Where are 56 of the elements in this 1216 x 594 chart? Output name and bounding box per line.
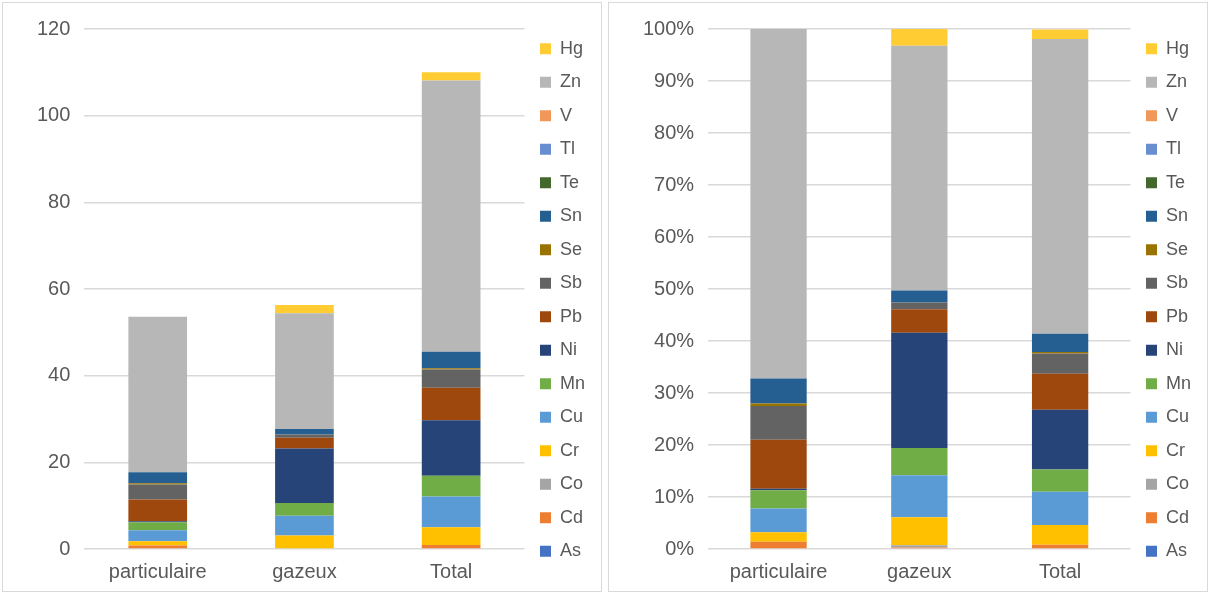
y-tick-label: 60%: [654, 224, 695, 247]
y-tick-label: 20%: [654, 432, 695, 455]
legend-label: Zn: [1166, 71, 1188, 92]
x-tick-label: Total: [1038, 559, 1082, 582]
legend-label: Cd: [1166, 506, 1190, 527]
legend-label: Cu: [560, 406, 584, 427]
y-tick-label: 40%: [654, 328, 695, 351]
legend-label: Zn: [560, 71, 582, 92]
x-tick-label: particulaire: [108, 559, 207, 582]
y-tick-label: 50%: [654, 276, 695, 299]
y-tick-label: 30%: [654, 380, 695, 403]
legend-label: Co: [560, 473, 584, 494]
y-tick-label: 0%: [665, 536, 695, 559]
legend-label: Hg: [560, 37, 584, 58]
legend-label: Sb: [1166, 272, 1189, 293]
legend-label: Ni: [1166, 339, 1183, 360]
legend-label: Cr: [1166, 439, 1185, 460]
y-tick-label: 40: [48, 363, 71, 386]
legend-label: V: [1166, 104, 1179, 125]
legend-label: Mn: [1166, 372, 1192, 393]
legend-label: Se: [1166, 238, 1189, 259]
legend-label: Pb: [560, 305, 583, 326]
legend-label: Co: [1166, 473, 1190, 494]
y-tick-label: 0: [59, 536, 71, 559]
legend-label: Mn: [560, 372, 586, 393]
legend-label: Sb: [560, 272, 583, 293]
legend-label: Pb: [1166, 305, 1189, 326]
y-tick-label: 10%: [654, 484, 695, 507]
x-tick-label: gazeux: [272, 559, 337, 582]
legend-label: Hg: [1166, 37, 1190, 58]
legend-label: Cu: [1166, 406, 1190, 427]
legend-label: Sn: [1166, 205, 1189, 226]
legend-label: Tl: [1166, 138, 1181, 159]
legend-label: As: [1166, 540, 1188, 561]
legend-label: Cd: [560, 506, 584, 527]
y-tick-label: 100%: [643, 16, 695, 39]
legend-label: Se: [560, 238, 583, 259]
legend-label: Te: [1166, 171, 1186, 192]
y-tick-label: 70%: [654, 172, 695, 195]
y-tick-label: 20: [48, 449, 71, 472]
y-tick-label: 60: [48, 276, 71, 299]
y-tick-label: 100: [36, 103, 71, 126]
legend-label: Te: [560, 171, 580, 192]
legend-label: Tl: [560, 138, 575, 159]
x-tick-label: particulaire: [729, 559, 828, 582]
x-tick-label: Total: [430, 559, 473, 582]
legend-label: Ni: [560, 339, 577, 360]
x-tick-label: gazeux: [887, 559, 952, 582]
legend-label: Cr: [560, 439, 579, 460]
legend-label: As: [560, 540, 582, 561]
y-tick-label: 80%: [654, 120, 695, 143]
y-tick-label: 120: [36, 16, 71, 39]
legend-label: V: [560, 104, 573, 125]
y-tick-label: 80: [48, 189, 71, 212]
y-tick-label: 90%: [654, 68, 695, 91]
legend-label: Sn: [560, 205, 583, 226]
